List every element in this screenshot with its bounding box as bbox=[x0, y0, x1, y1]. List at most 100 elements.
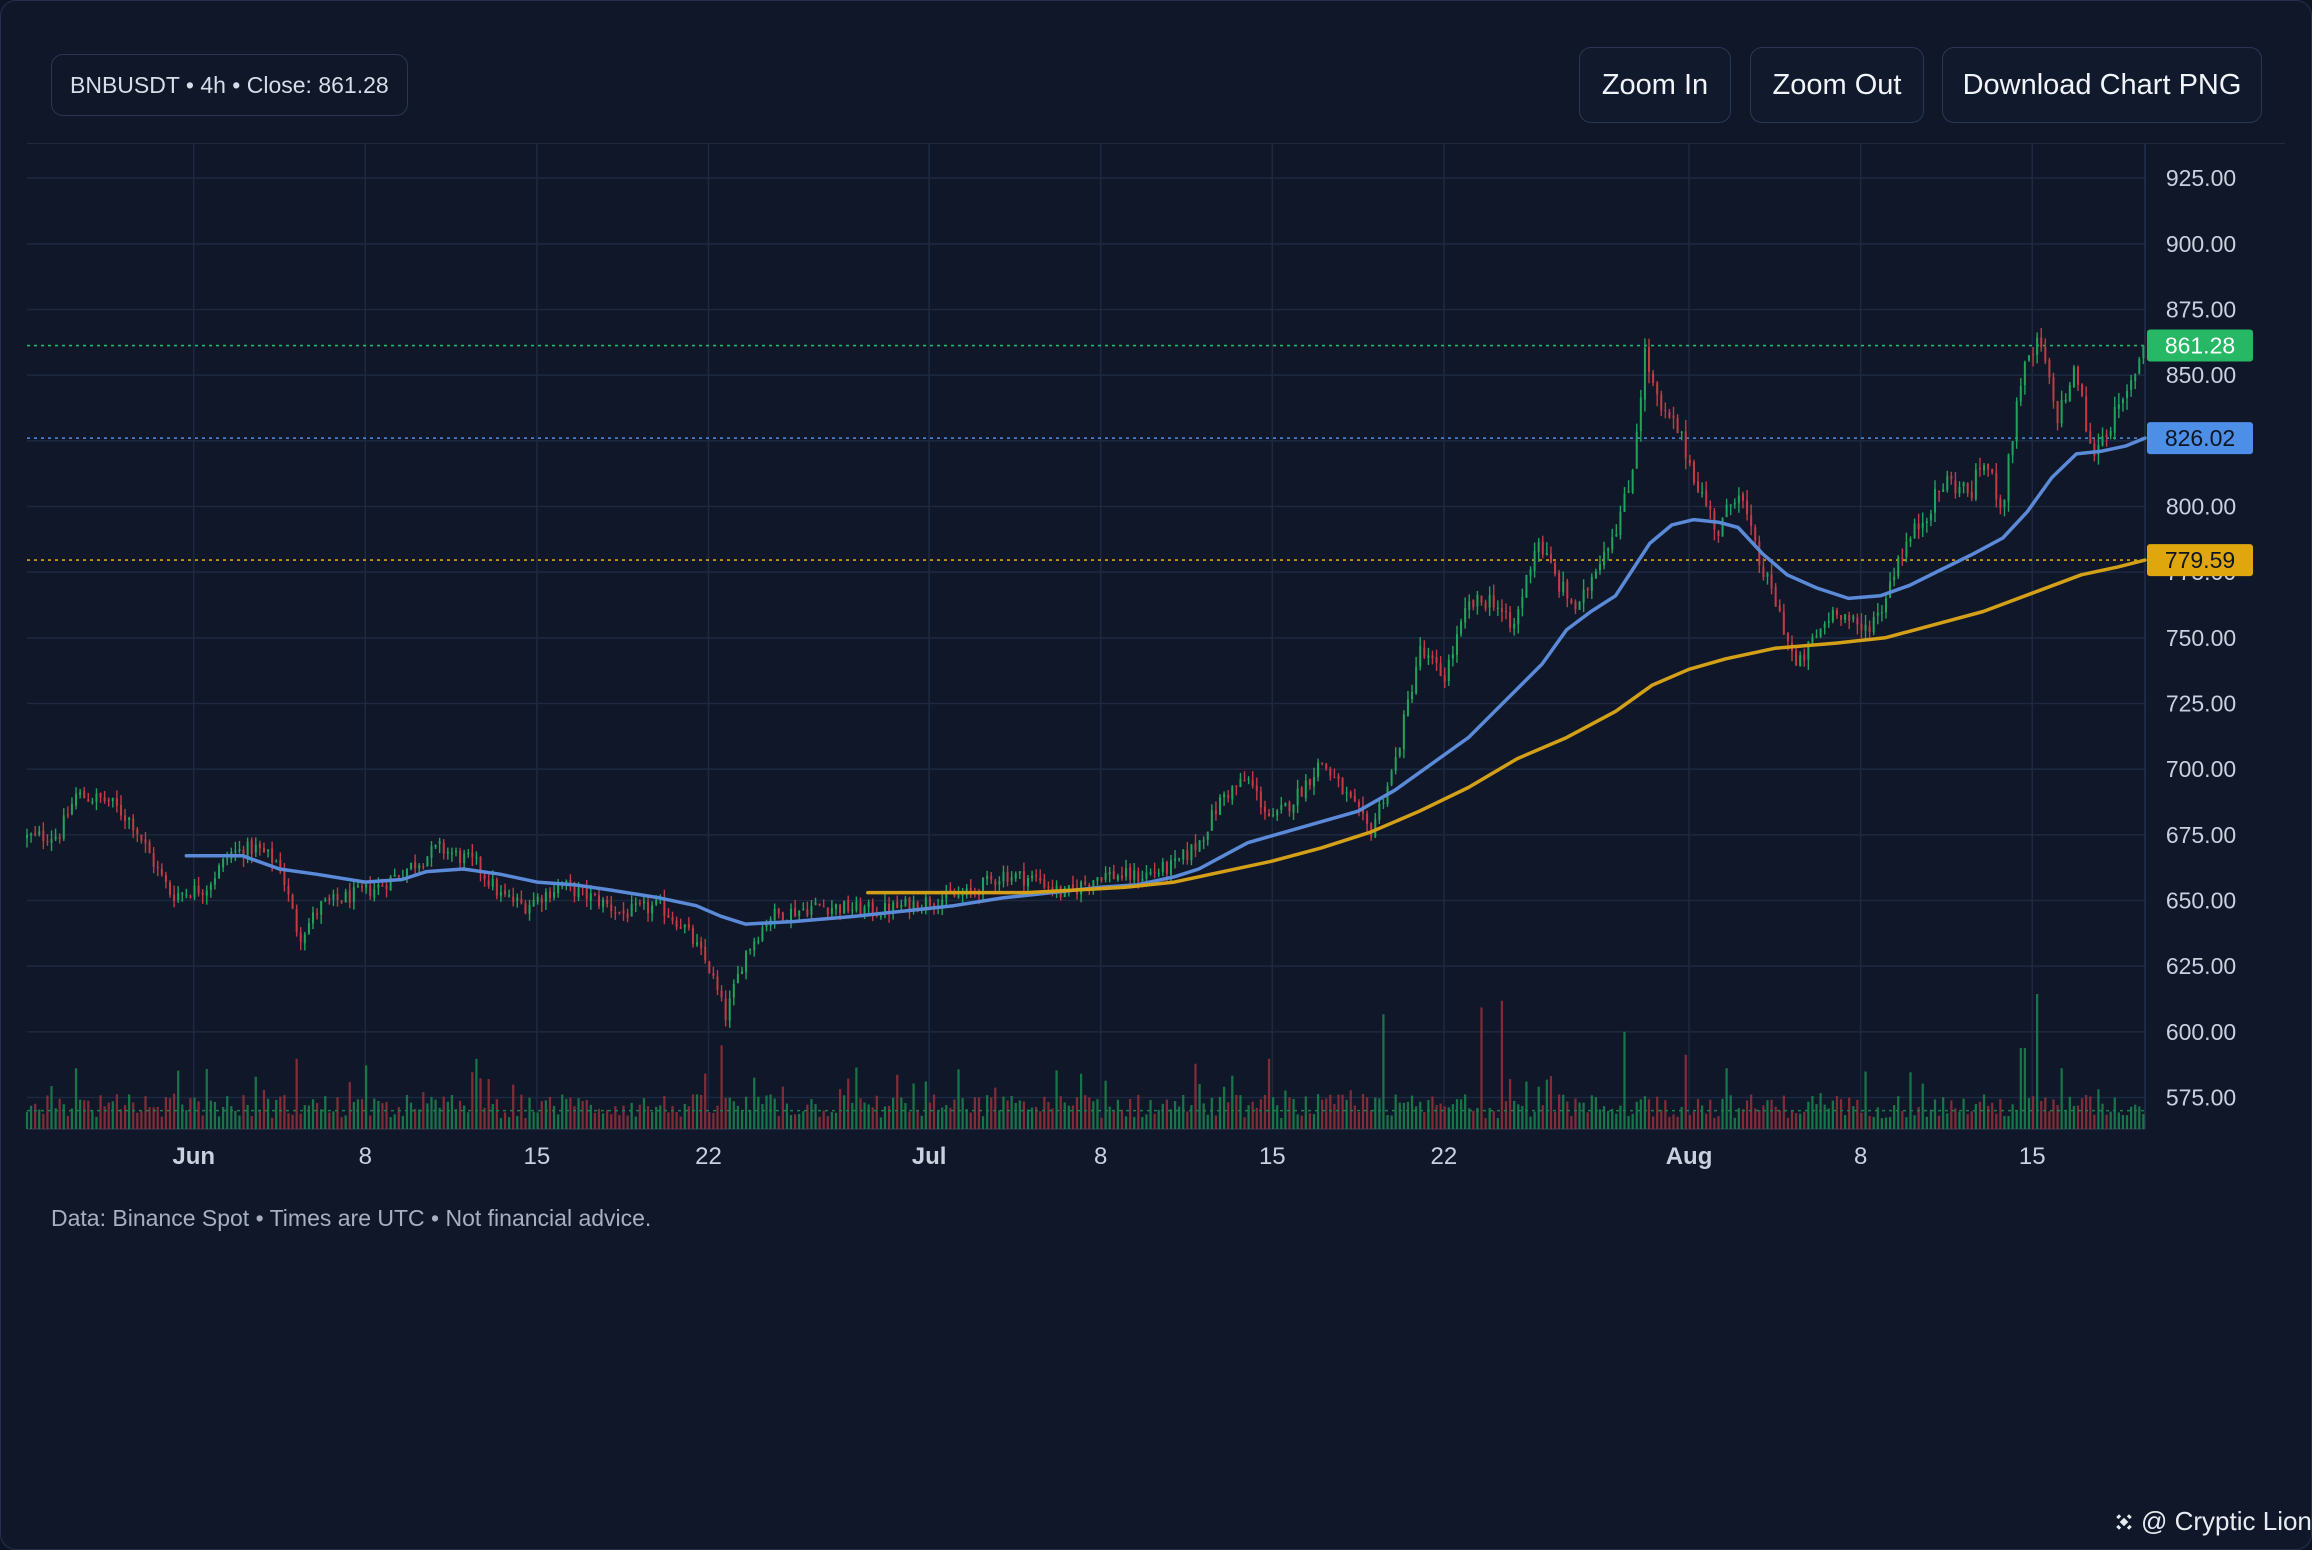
volume-bar bbox=[1300, 1115, 1303, 1129]
volume-bar bbox=[87, 1100, 90, 1129]
candle-body bbox=[704, 946, 707, 961]
volume-bar bbox=[532, 1111, 535, 1129]
volume-bar bbox=[1541, 1105, 1544, 1129]
volume-bar bbox=[687, 1106, 690, 1129]
grid-lines bbox=[27, 144, 2145, 1129]
volume-bar bbox=[957, 1069, 960, 1129]
volume-bar bbox=[2134, 1104, 2137, 1129]
candle-body bbox=[1533, 550, 1536, 571]
time-axis-tick-label: 8 bbox=[359, 1143, 372, 1170]
candle-body bbox=[1876, 612, 1879, 616]
candle-body bbox=[916, 902, 919, 911]
candle-body bbox=[168, 882, 172, 895]
candle-body bbox=[1300, 787, 1303, 797]
candle-body bbox=[1889, 581, 1892, 598]
candle-body bbox=[1141, 878, 1144, 882]
candle-body bbox=[140, 834, 143, 841]
volume-bar bbox=[1006, 1100, 1009, 1129]
volume-bar bbox=[1557, 1094, 1561, 1129]
volume-bar bbox=[1635, 1101, 1638, 1129]
volume-bar bbox=[262, 1089, 266, 1129]
volume-bar bbox=[128, 1094, 131, 1129]
volume-bar bbox=[507, 1117, 511, 1129]
volume-bar bbox=[1161, 1103, 1164, 1129]
volume-bar bbox=[221, 1106, 225, 1129]
volume-bar bbox=[928, 1102, 932, 1129]
candle-body bbox=[1476, 594, 1479, 607]
volume-bar bbox=[279, 1096, 282, 1129]
candle-body bbox=[1231, 786, 1234, 800]
candle-body bbox=[1517, 609, 1520, 625]
zoom-out-button[interactable]: Zoom Out bbox=[1750, 47, 1924, 123]
candle-body bbox=[2076, 366, 2080, 385]
volume-bar bbox=[1104, 1080, 1107, 1129]
candle-body bbox=[279, 859, 282, 872]
volume-bar bbox=[1700, 1105, 1704, 1129]
volume-bar bbox=[806, 1104, 809, 1129]
volume-bar bbox=[422, 1092, 425, 1129]
volume-bar bbox=[736, 1105, 740, 1129]
volume-bar bbox=[1672, 1114, 1675, 1129]
volume-bar bbox=[352, 1102, 355, 1129]
volume-bar bbox=[2007, 1116, 2010, 1129]
volume-bar bbox=[941, 1107, 944, 1129]
candle-body bbox=[1688, 459, 1691, 464]
volume-bar bbox=[107, 1102, 110, 1129]
candle-body bbox=[745, 951, 748, 973]
volume-bar bbox=[2105, 1114, 2108, 1129]
volume-bar bbox=[728, 1097, 731, 1129]
candle-body bbox=[618, 911, 621, 914]
download-chart-png-button[interactable]: Download Chart PNG bbox=[1942, 47, 2262, 123]
volume-bar bbox=[1664, 1100, 1667, 1129]
volume-bar bbox=[430, 1096, 433, 1129]
volume-bar bbox=[2011, 1104, 2014, 1129]
candle-body bbox=[1656, 383, 1659, 395]
volume-bar bbox=[810, 1099, 813, 1129]
candle-body bbox=[900, 904, 903, 908]
volume-bar bbox=[1447, 1107, 1450, 1129]
candle-body bbox=[1382, 802, 1385, 805]
volume-bar bbox=[516, 1116, 519, 1129]
candle-body bbox=[585, 886, 588, 900]
candle-body bbox=[405, 868, 408, 877]
volume-bar bbox=[1848, 1097, 1851, 1129]
volume-bar bbox=[1958, 1111, 1961, 1129]
volume-bar bbox=[234, 1110, 237, 1129]
candle-body bbox=[626, 912, 629, 918]
candle-body bbox=[1594, 571, 1597, 579]
volume-bar bbox=[414, 1108, 417, 1129]
candle-body bbox=[1852, 616, 1855, 620]
volume-bar bbox=[822, 1110, 825, 1129]
candle-body bbox=[1692, 462, 1695, 483]
candle-body bbox=[732, 983, 735, 998]
candle-body bbox=[557, 884, 560, 894]
zoom-in-button[interactable]: Zoom In bbox=[1579, 47, 1731, 123]
volume-bar bbox=[2097, 1089, 2100, 1129]
candle-body bbox=[1268, 813, 1271, 817]
volume-bar bbox=[115, 1094, 119, 1129]
volume-bar bbox=[585, 1099, 588, 1129]
candle-body bbox=[602, 899, 605, 907]
price-axis-tick-label: 850.00 bbox=[2166, 362, 2236, 388]
candle-body bbox=[1460, 621, 1463, 635]
candle-body bbox=[185, 894, 188, 896]
volume-bar bbox=[46, 1095, 49, 1129]
candle-body bbox=[1031, 875, 1034, 878]
candle-body bbox=[2089, 431, 2092, 444]
volume-bar bbox=[1660, 1109, 1663, 1129]
volume-bar bbox=[949, 1107, 952, 1129]
candle-body bbox=[1292, 804, 1295, 813]
candle-body bbox=[1108, 872, 1111, 875]
volume-bar bbox=[1615, 1113, 1618, 1129]
candle-body bbox=[1672, 415, 1675, 418]
candle-body bbox=[365, 884, 368, 888]
volume-bar bbox=[1786, 1117, 1790, 1129]
candle-body bbox=[2072, 367, 2075, 387]
volume-bar bbox=[1190, 1105, 1193, 1129]
volume-bar bbox=[258, 1109, 262, 1129]
candle-body bbox=[38, 831, 41, 835]
candle-body bbox=[467, 852, 470, 854]
volume-bar bbox=[945, 1105, 948, 1129]
candle-body bbox=[250, 840, 253, 855]
